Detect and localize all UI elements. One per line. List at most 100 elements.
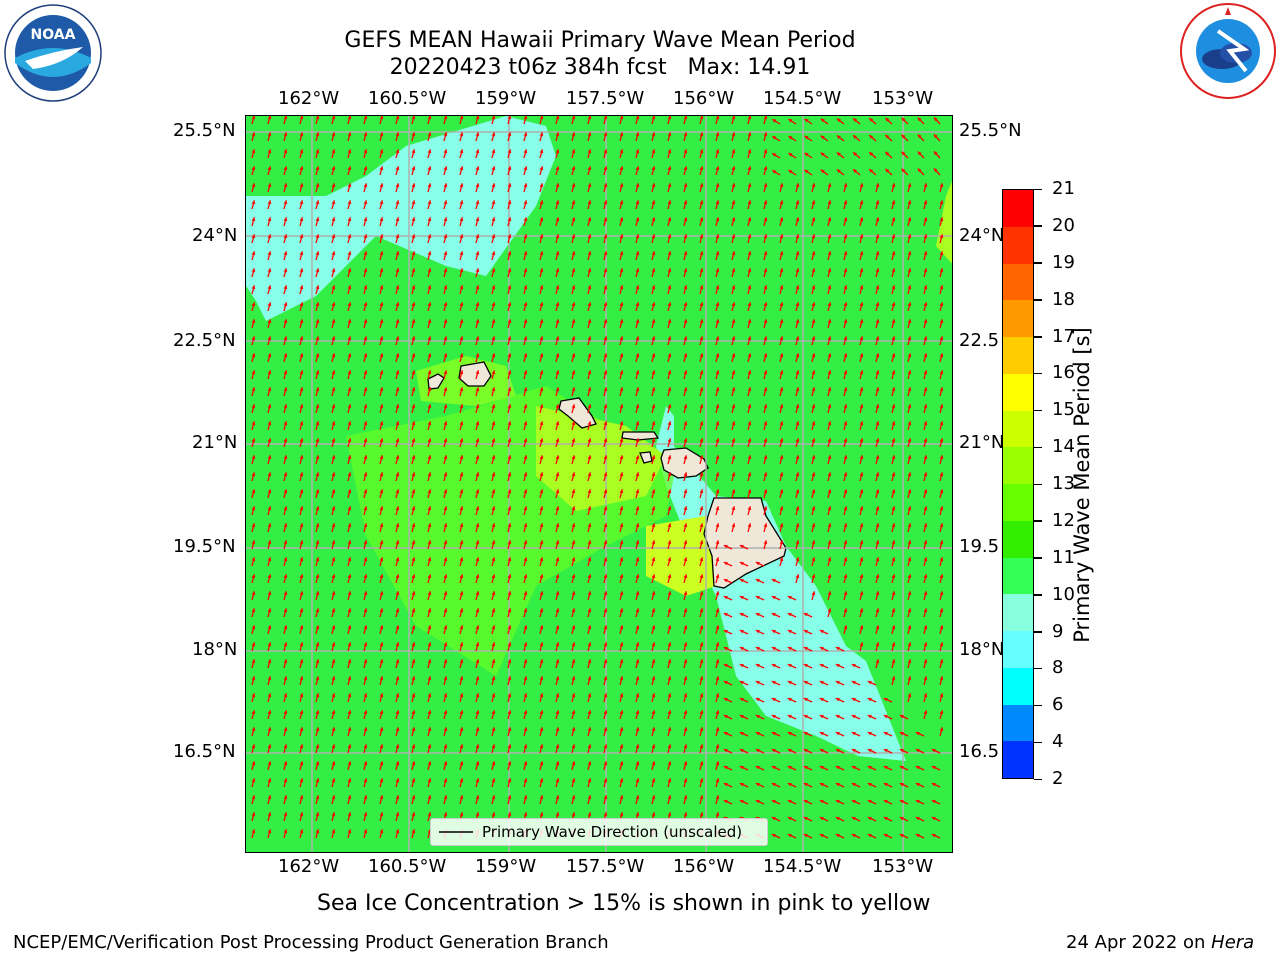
- wave-direction-arrow: [699, 795, 704, 805]
- wave-direction-arrow: [891, 574, 896, 584]
- wave-direction-arrow: [475, 149, 480, 159]
- wave-direction-arrow: [923, 183, 928, 193]
- wave-direction-arrow: [555, 557, 560, 567]
- wave-direction-arrow: [891, 183, 896, 193]
- wave-direction-arrow: [651, 455, 656, 465]
- wave-direction-arrow: [475, 727, 480, 737]
- wave-direction-arrow: [427, 251, 432, 261]
- wave-direction-arrow: [747, 438, 752, 448]
- wave-direction-arrow: [587, 438, 592, 448]
- wave-direction-arrow: [315, 149, 320, 159]
- wave-direction-arrow: [539, 455, 544, 465]
- wave-direction-arrow: [811, 472, 816, 482]
- wave-direction-arrow: [443, 523, 448, 533]
- wave-direction-arrow: [395, 285, 400, 295]
- wave-direction-arrow: [779, 455, 784, 465]
- wave-direction-arrow: [795, 523, 800, 533]
- wave-direction-arrow: [619, 778, 624, 788]
- wave-direction-arrow: [603, 608, 608, 618]
- wave-direction-arrow: [907, 217, 912, 227]
- wave-direction-arrow: [523, 166, 528, 176]
- wave-direction-arrow: [347, 693, 352, 703]
- wave-direction-arrow: [827, 319, 832, 329]
- wave-direction-arrow: [699, 778, 704, 788]
- wave-direction-arrow: [715, 200, 720, 210]
- wave-direction-arrow: [635, 489, 640, 499]
- wave-direction-arrow: [891, 336, 896, 346]
- wave-direction-arrow: [635, 268, 640, 278]
- wave-direction-arrow: [267, 574, 272, 584]
- wave-direction-arrow: [331, 625, 336, 635]
- wave-direction-arrow: [459, 132, 464, 142]
- wave-direction-arrow: [491, 710, 496, 720]
- colorbar-segment: [1003, 484, 1033, 521]
- wave-direction-arrow: [747, 506, 752, 516]
- wave-direction-arrow: [939, 387, 944, 397]
- colorbar-tick-mark: [1034, 557, 1042, 559]
- wave-direction-arrow: [443, 183, 448, 193]
- wave-direction-arrow: [331, 540, 336, 550]
- wave-direction-arrow: [347, 404, 352, 414]
- wave-direction-arrow: [699, 574, 704, 584]
- wave-direction-arrow: [363, 744, 368, 754]
- wave-direction-arrow: [251, 489, 256, 499]
- wave-direction-arrow: [379, 116, 384, 125]
- wave-direction-arrow: [859, 251, 864, 261]
- wave-direction-arrow: [603, 676, 608, 686]
- wave-direction-arrow: [571, 336, 576, 346]
- wave-direction-arrow: [331, 659, 336, 669]
- wave-direction-arrow: [603, 693, 608, 703]
- wave-direction-arrow: [539, 489, 544, 499]
- wave-direction-arrow: [891, 438, 896, 448]
- wave-direction-arrow: [331, 217, 336, 227]
- wave-direction-arrow: [667, 251, 672, 261]
- wave-direction-arrow: [835, 697, 845, 703]
- wave-direction-arrow: [507, 710, 512, 720]
- wave-direction-arrow: [731, 200, 736, 210]
- wave-direction-arrow: [827, 234, 832, 244]
- wave-direction-arrow: [804, 118, 813, 125]
- wave-direction-arrow: [891, 659, 896, 669]
- wave-direction-arrow: [907, 183, 912, 193]
- wave-direction-arrow: [907, 659, 912, 669]
- colorbar-tick-mark: [1034, 704, 1042, 707]
- wave-direction-arrow: [731, 438, 736, 448]
- wave-direction-arrow: [475, 319, 480, 329]
- wave-direction-arrow: [923, 506, 928, 516]
- wave-direction-arrow: [459, 608, 464, 618]
- wave-direction-arrow: [811, 438, 816, 448]
- wave-direction-arrow: [331, 183, 336, 193]
- wave-direction-arrow: [763, 353, 768, 363]
- wave-direction-arrow: [395, 693, 400, 703]
- wave-direction-arrow: [267, 183, 272, 193]
- wave-direction-arrow: [507, 116, 512, 125]
- wave-direction-arrow: [635, 625, 640, 635]
- wave-direction-arrow: [555, 727, 560, 737]
- wave-direction-arrow: [851, 714, 861, 720]
- wave-direction-arrow: [651, 659, 656, 669]
- wave-direction-arrow: [251, 557, 256, 567]
- wave-direction-arrow: [571, 574, 576, 584]
- wave-direction-arrow: [723, 697, 733, 703]
- wave-direction-arrow: [331, 370, 336, 380]
- wave-direction-arrow: [571, 472, 576, 482]
- wave-direction-arrow: [267, 829, 272, 839]
- wave-direction-arrow: [635, 506, 640, 516]
- wave-direction-arrow: [331, 761, 336, 771]
- wave-direction-arrow: [755, 646, 765, 652]
- wave-direction-arrow: [491, 302, 496, 312]
- wave-direction-arrow: [763, 438, 768, 448]
- wave-direction-arrow: [803, 646, 813, 652]
- wave-direction-arrow: [379, 217, 384, 227]
- wave-direction-arrow: [283, 489, 288, 499]
- wave-direction-arrow: [731, 472, 736, 482]
- wave-direction-arrow: [411, 268, 416, 278]
- wave-direction-arrow: [603, 353, 608, 363]
- wave-direction-arrow: [283, 625, 288, 635]
- wave-direction-arrow: [683, 506, 688, 516]
- wave-direction-arrow: [379, 574, 384, 584]
- wave-direction-arrow: [723, 561, 733, 567]
- wave-direction-arrow: [795, 285, 800, 295]
- wave-direction-arrow: [267, 116, 272, 125]
- wave-direction-arrow: [267, 778, 272, 788]
